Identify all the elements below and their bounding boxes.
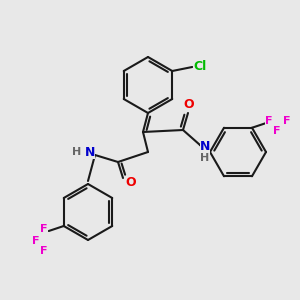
Text: N: N [85, 146, 95, 158]
Text: N: N [200, 140, 210, 154]
Text: F: F [40, 224, 47, 234]
Text: H: H [72, 147, 82, 157]
Text: F: F [265, 116, 273, 126]
Text: F: F [40, 246, 47, 256]
Text: O: O [184, 98, 194, 112]
Text: O: O [126, 176, 136, 190]
Text: Cl: Cl [194, 61, 207, 74]
Text: F: F [283, 116, 291, 126]
Text: F: F [32, 236, 40, 246]
Text: H: H [200, 153, 210, 163]
Text: F: F [273, 126, 281, 136]
